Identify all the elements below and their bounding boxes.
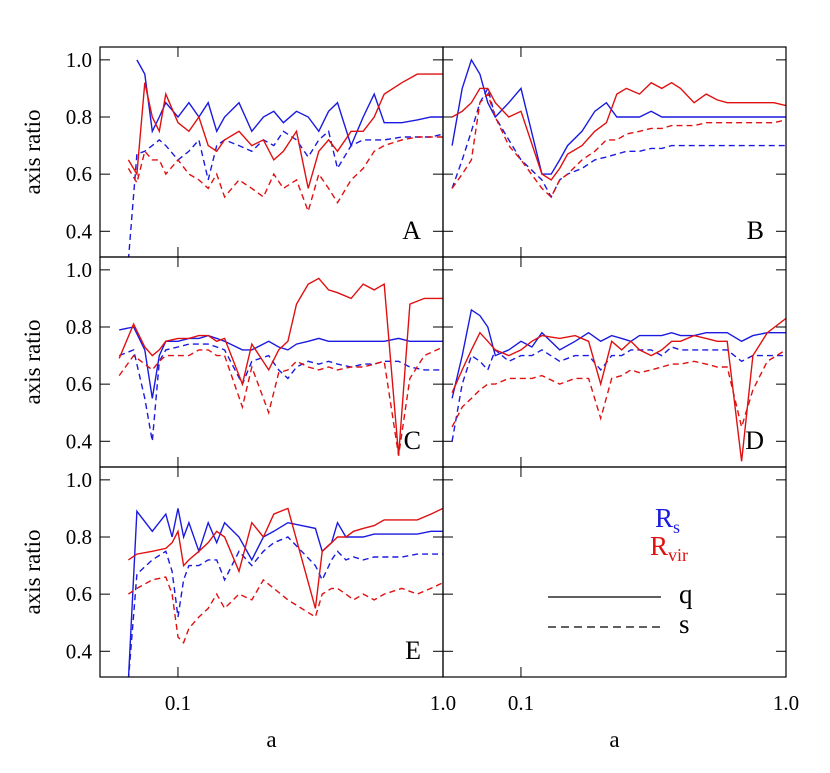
lines [118, 277, 443, 456]
legend-subscript: s [673, 517, 680, 537]
y-tick-label: 0.4 [66, 639, 93, 663]
panel-letter: B [747, 216, 764, 245]
panel-letter: E [405, 636, 421, 665]
panel-frame [99, 466, 444, 678]
panel-frame [99, 46, 444, 258]
y-axis-label: axis ratio [20, 320, 45, 405]
y-tick-label: 0.8 [66, 105, 92, 129]
series-line [451, 308, 786, 399]
panel-frame [442, 46, 787, 258]
series-line [136, 59, 443, 148]
x-tick-label: 0.1 [165, 691, 191, 715]
lines [127, 507, 443, 677]
legend-label: q [679, 579, 693, 609]
y-tick-label: 0.6 [66, 582, 92, 606]
series-line [128, 576, 443, 644]
series-line [118, 343, 443, 442]
series-line [127, 73, 443, 189]
series-line [127, 130, 443, 257]
series-line [118, 277, 443, 456]
x-axis-label: a [266, 727, 276, 752]
series-line [127, 536, 443, 677]
series-line [127, 508, 443, 677]
series-line [451, 317, 786, 462]
panel: 0.4 0.6 0.8 1.0 axis ratio A [20, 46, 444, 258]
legend-entry: Rvir [650, 531, 688, 565]
series-line [451, 346, 786, 442]
y-tick-label: 1.0 [66, 468, 92, 492]
legend-entry: Rs [655, 503, 680, 537]
series-line [451, 86, 786, 199]
y-axis-label: axis ratio [20, 110, 45, 195]
y-tick-label: 0.8 [66, 315, 92, 339]
x-tick-label: 1.0 [773, 691, 799, 715]
lines [127, 59, 443, 257]
series-line [451, 58, 786, 175]
x-tick-label: 0.1 [508, 691, 534, 715]
series-line [451, 349, 786, 430]
y-tick-label: 0.6 [66, 372, 92, 396]
y-axis-label: axis ratio [20, 530, 45, 615]
legend-symbol: R [655, 503, 673, 533]
y-tick-label: 0.6 [66, 162, 92, 186]
legend-symbol: R [650, 531, 668, 561]
series-line [451, 81, 786, 181]
panel-letter: A [402, 216, 421, 245]
y-tick-label: 1.0 [66, 258, 92, 282]
panel: D [442, 256, 787, 468]
panel: 0.1 1.0 0.4 0.6 0.8 1.0 axis ratio a E [20, 466, 456, 752]
x-tick-label: 1.0 [430, 691, 456, 715]
series-line [118, 346, 443, 456]
panel-frame [442, 466, 787, 678]
y-tick-label: 0.4 [66, 429, 93, 453]
panel-frame [442, 256, 787, 468]
panel-letter: D [745, 426, 764, 455]
panel: B [442, 46, 787, 258]
y-tick-label: 0.4 [66, 219, 93, 243]
y-tick-label: 1.0 [66, 48, 92, 72]
legend-subscript: vir [668, 545, 688, 565]
x-axis-label: a [609, 727, 619, 752]
panel-letter: C [404, 426, 421, 455]
series-line [128, 507, 443, 609]
y-tick-label: 0.8 [66, 525, 92, 549]
lines [451, 308, 786, 462]
series-line [127, 136, 443, 214]
lines [451, 58, 786, 199]
series-line [119, 326, 443, 399]
legend-label: s [679, 609, 690, 639]
series-line [451, 92, 786, 199]
panel: 0.4 0.6 0.8 1.0 axis ratio C [20, 256, 444, 468]
